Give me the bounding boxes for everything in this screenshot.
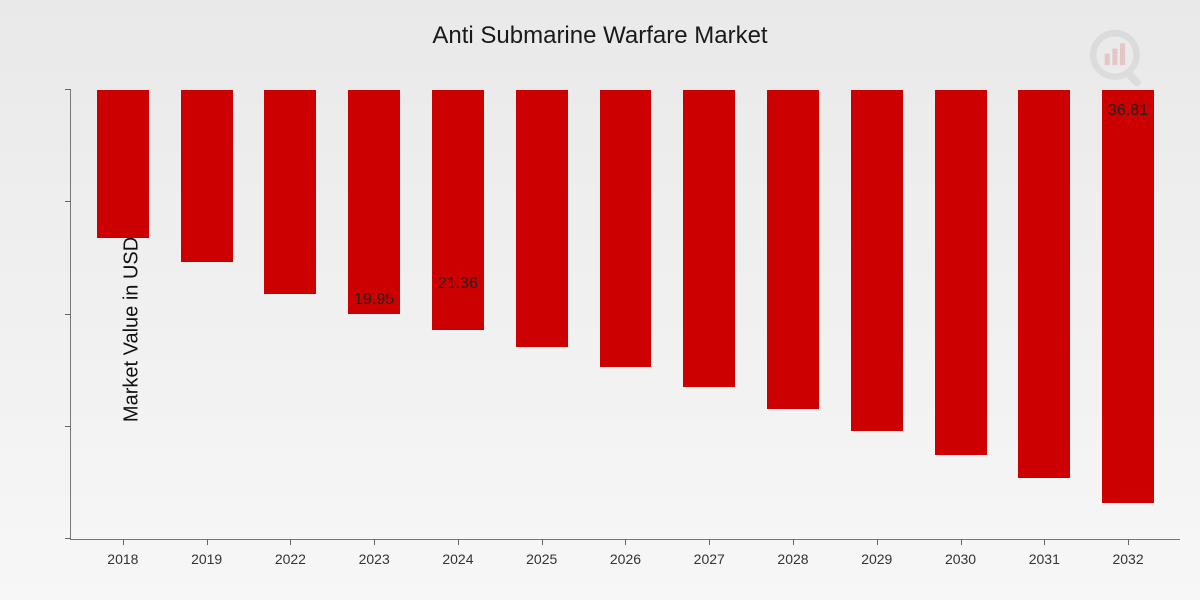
x-tick — [1044, 539, 1045, 545]
y-tick — [65, 538, 71, 539]
bar-column: 2018 — [81, 90, 165, 539]
bar — [683, 90, 735, 387]
bar-value-label: 36.81 — [1086, 102, 1170, 120]
x-tick — [793, 539, 794, 545]
x-axis-label: 2032 — [1086, 551, 1170, 567]
plot-area: 20182019202219.95202321.3620242025202620… — [70, 90, 1180, 540]
bars-container: 20182019202219.95202321.3620242025202620… — [71, 90, 1180, 539]
bar — [432, 90, 484, 330]
x-axis-label: 2018 — [81, 551, 165, 567]
y-tick — [65, 426, 71, 427]
bar-column: 2030 — [919, 90, 1003, 539]
x-tick — [877, 539, 878, 545]
x-tick — [961, 539, 962, 545]
x-tick — [290, 539, 291, 545]
bar-column: 2022 — [249, 90, 333, 539]
x-tick — [374, 539, 375, 545]
x-tick — [709, 539, 710, 545]
bar — [935, 90, 987, 455]
x-axis-label: 2024 — [416, 551, 500, 567]
y-tick — [65, 89, 71, 90]
bar — [97, 90, 149, 238]
chart-canvas: Anti Submarine Warfare Market Market Val… — [0, 0, 1200, 600]
y-tick — [65, 201, 71, 202]
bar — [1102, 90, 1154, 503]
x-axis-label: 2026 — [584, 551, 668, 567]
bar-column: 2031 — [1002, 90, 1086, 539]
y-tick — [65, 314, 71, 315]
x-axis-label: 2031 — [1002, 551, 1086, 567]
x-axis-label: 2023 — [332, 551, 416, 567]
bar-column: 21.362024 — [416, 90, 500, 539]
x-tick — [123, 539, 124, 545]
x-axis-label: 2019 — [165, 551, 249, 567]
bar — [264, 90, 316, 294]
bar — [1018, 90, 1070, 478]
bar — [348, 90, 400, 314]
bar — [516, 90, 568, 347]
bar-column: 2029 — [835, 90, 919, 539]
bar-column: 19.952023 — [332, 90, 416, 539]
bar-column: 2025 — [500, 90, 584, 539]
x-axis-label: 2029 — [835, 551, 919, 567]
bar-value-label: 19.95 — [332, 291, 416, 309]
x-axis-label: 2025 — [500, 551, 584, 567]
bar-column: 2028 — [751, 90, 835, 539]
bar-column: 36.812032 — [1086, 90, 1170, 539]
bar-column: 2019 — [165, 90, 249, 539]
bar-value-label: 21.36 — [416, 275, 500, 293]
x-tick — [542, 539, 543, 545]
x-axis-label: 2028 — [751, 551, 835, 567]
x-tick — [458, 539, 459, 545]
bar — [767, 90, 819, 409]
x-tick — [1128, 539, 1129, 545]
bar-column: 2026 — [584, 90, 668, 539]
bar — [181, 90, 233, 262]
x-axis-label: 2027 — [667, 551, 751, 567]
bar — [851, 90, 903, 431]
x-tick — [625, 539, 626, 545]
chart-title: Anti Submarine Warfare Market — [0, 22, 1200, 50]
x-axis-label: 2030 — [919, 551, 1003, 567]
x-axis-label: 2022 — [249, 551, 333, 567]
bar — [600, 90, 652, 367]
bar-column: 2027 — [667, 90, 751, 539]
x-tick — [207, 539, 208, 545]
watermark-logo-icon — [1088, 28, 1152, 92]
